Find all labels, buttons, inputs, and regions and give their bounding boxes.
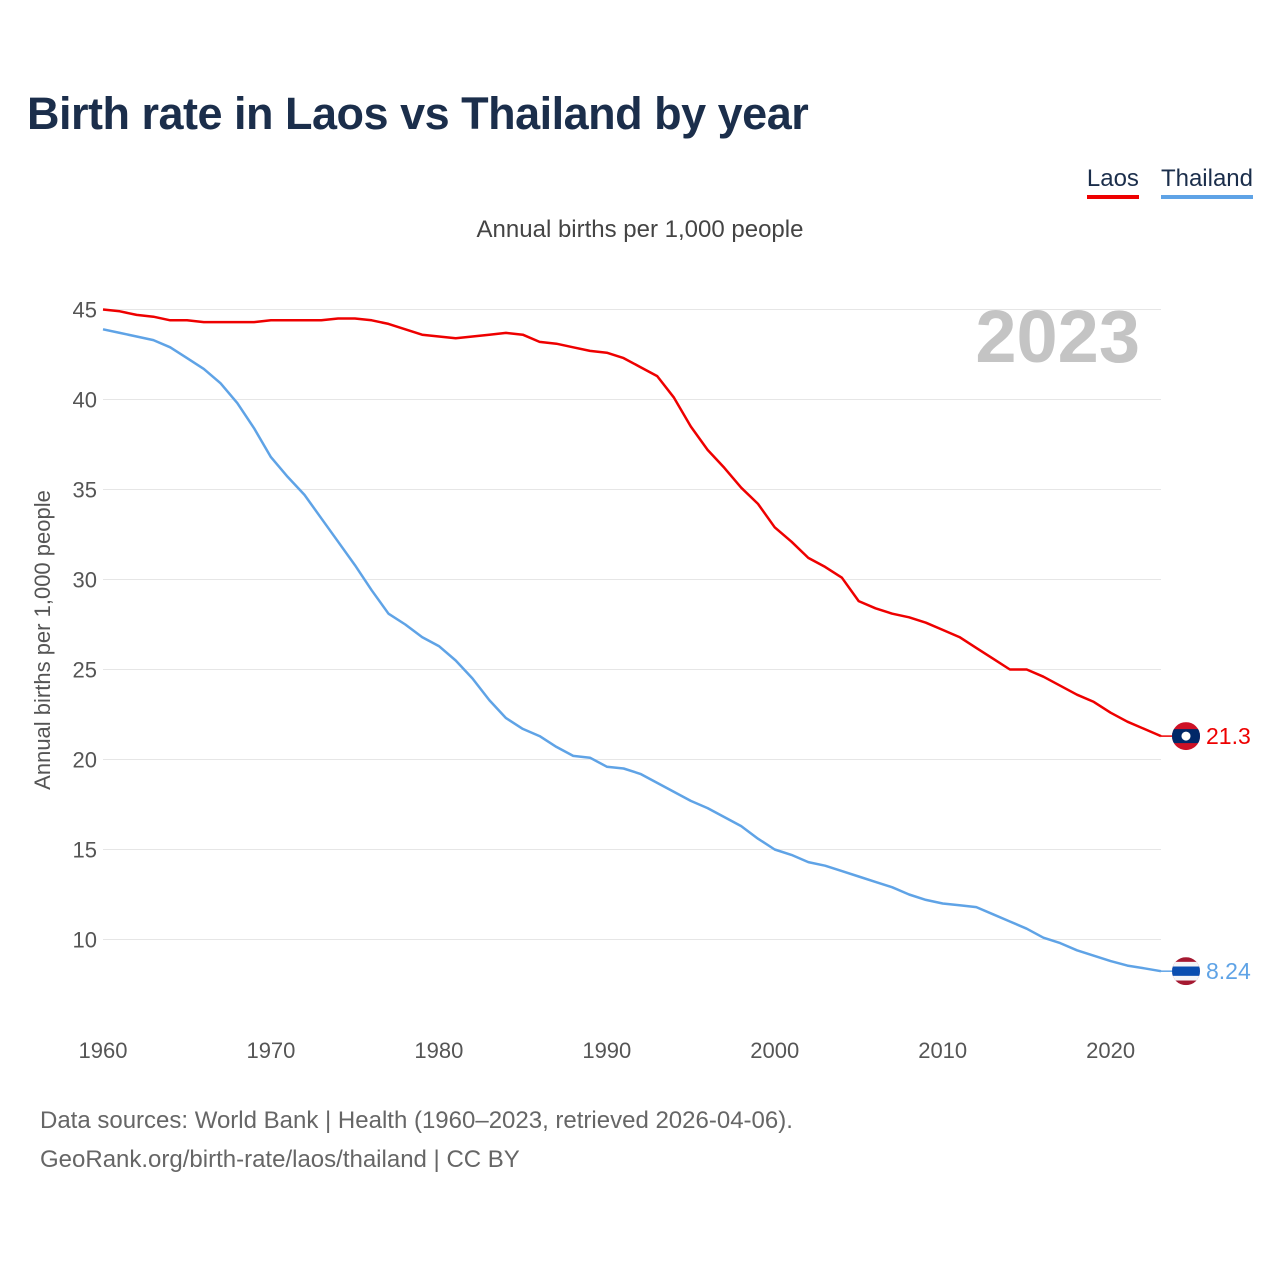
x-tick-label: 2020 [1086,1038,1135,1063]
data-source-text: Data sources: World Bank | Health (1960–… [40,1107,793,1134]
x-tick-label: 2010 [918,1038,967,1063]
x-tick-label: 1960 [79,1038,128,1063]
end-value-label-thailand: 8.24 [1206,958,1251,984]
end-value-label-laos: 21.3 [1206,723,1251,749]
y-tick-label: 35 [73,478,97,503]
y-tick-label: 45 [73,298,97,323]
x-tick-label: 1980 [414,1038,463,1063]
y-tick-label: 10 [73,928,97,953]
x-tick-label: 1990 [582,1038,631,1063]
thailand-flag-icon [1172,957,1200,986]
legend-item-laos[interactable]: Laos [1086,165,1139,199]
x-tick-label: 1970 [246,1038,295,1063]
chart-title: Birth rate in Laos vs Thailand by year [27,88,809,139]
line-chart: 10 15 20 25 30 35 40 45 1960 1970 1980 1990 2000 2010… [30,295,1251,1063]
x-tick-label: 2000 [750,1038,799,1063]
source-url-text: GeoRank.org/birth-rate/laos/thailand | C… [40,1146,520,1173]
series-line-laos [102,308,1162,738]
chart-subtitle: Annual births per 1,000 people [476,216,804,243]
y-axis-title: Annual births per 1,000 people [30,490,55,790]
legend: Laos Thailand [1086,165,1253,199]
flag-band-blue [1172,966,1200,976]
laos-flag-icon [1172,722,1200,751]
legend-item-thailand[interactable]: Thailand [1160,165,1253,199]
y-tick-label: 20 [73,748,97,773]
year-watermark: 2023 [975,295,1140,378]
y-tick-label: 30 [73,568,97,593]
flag-white-disc [1181,731,1191,741]
y-tick-label: 25 [73,658,97,683]
y-tick-label: 15 [73,838,97,863]
y-tick-label: 40 [73,388,97,413]
series-line-thailand [102,328,1162,973]
